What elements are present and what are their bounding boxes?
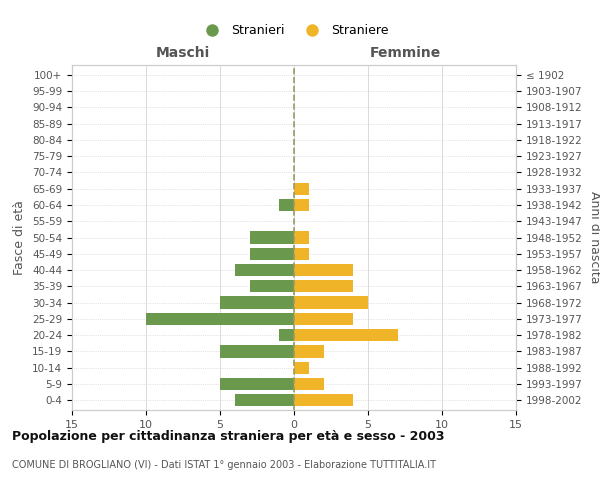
Bar (220, 378, 294, 390)
Bar (294, 199, 309, 211)
Bar (294, 378, 323, 390)
Bar (279, 199, 294, 211)
Bar (294, 346, 323, 358)
Bar (294, 248, 309, 260)
Bar (250, 232, 294, 243)
Text: Maschi: Maschi (156, 46, 210, 60)
Text: COMUNE DI BROGLIANO (VI) - Dati ISTAT 1° gennaio 2003 - Elaborazione TUTTITALIA.: COMUNE DI BROGLIANO (VI) - Dati ISTAT 1°… (12, 460, 436, 470)
Bar (294, 296, 368, 308)
Bar (250, 248, 294, 260)
Bar (294, 362, 309, 374)
Bar (250, 280, 294, 292)
Bar (294, 313, 353, 325)
Text: Popolazione per cittadinanza straniera per età e sesso - 2003: Popolazione per cittadinanza straniera p… (12, 430, 445, 443)
Bar (220, 296, 294, 308)
Bar (294, 232, 309, 243)
Bar (220, 346, 294, 358)
Bar (294, 182, 309, 195)
Bar (294, 264, 353, 276)
Y-axis label: Fasce di età: Fasce di età (13, 200, 26, 275)
Legend: Stranieri, Straniere: Stranieri, Straniere (195, 20, 393, 42)
Bar (294, 329, 398, 341)
Bar (235, 394, 294, 406)
Bar (146, 313, 294, 325)
Bar (279, 329, 294, 341)
Bar (235, 264, 294, 276)
Bar (294, 280, 353, 292)
Bar (294, 394, 353, 406)
Y-axis label: Anni di nascita: Anni di nascita (588, 191, 600, 284)
Text: Femmine: Femmine (370, 46, 440, 60)
